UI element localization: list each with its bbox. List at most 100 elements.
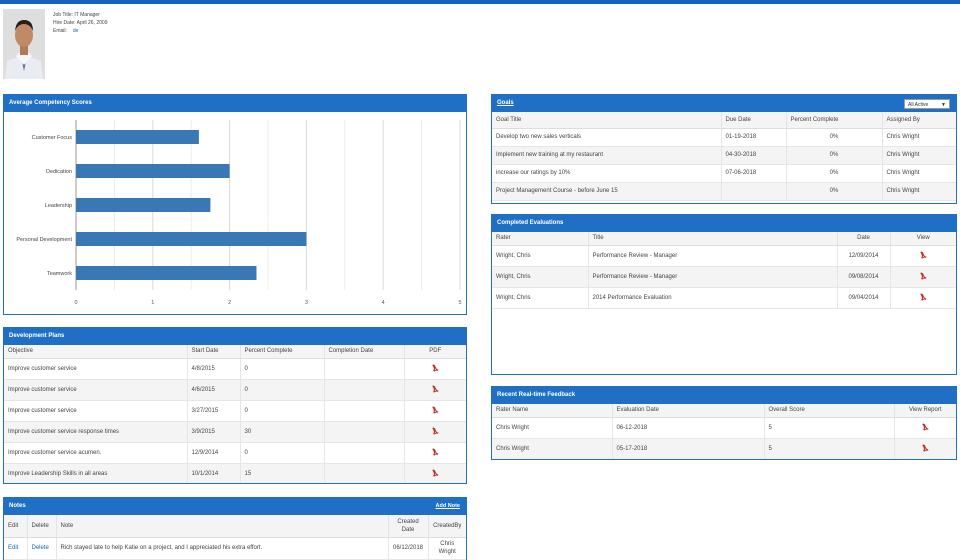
col-percent-complete: Percent Complete [240,345,325,359]
table-row: Develop two new sales verticals 01-19-201… [492,128,956,147]
col-created-by: CreatedBy [428,515,466,538]
table-header-row: Goal Title Due Date Percent Complete Ass… [492,112,956,129]
pdf-icon[interactable] [431,385,440,393]
competency-panel: Average Competency Scores 0 1 2 3 4 5 Customer… [3,94,467,315]
dropdown-arrow-icon: ▼ [941,102,946,108]
pdf-icon[interactable] [919,272,928,280]
col-eval-date: Date [837,232,891,246]
pdf-icon[interactable] [921,423,930,431]
table-row: Improve customer service 4/8/2015 0 [4,358,466,380]
table-header-row: Edit Delete Note Created Date CreatedBy [4,515,466,538]
category-label: Personal Development [16,237,72,243]
eval-rater: Wright, Chris [492,266,589,288]
table-row: Chris Wright 05-17-2018 5 [492,438,956,459]
pdf-icon[interactable] [919,293,928,301]
percent-complete: 0 [240,358,325,380]
goals-table: Goal Title Due Date Percent Complete Ass… [492,112,956,201]
col-overall-score: Overall Score [764,404,895,418]
pdf-icon[interactable] [431,427,440,435]
note-created-by: Chris Wright [428,537,466,560]
completion-date [324,442,405,464]
dev-pdf-cell [404,442,466,464]
percent-complete: 0 [240,442,325,464]
eval-view-cell [890,266,956,288]
start-date: 3/9/2015 [187,421,241,443]
eval-date: 12/09/2014 [837,245,891,267]
eval-title: Performance Review - Manager [588,245,838,267]
col-rater: Rater [492,232,589,246]
delete-link[interactable]: Delete [27,537,57,560]
col-assigned-by: Assigned By [882,112,956,129]
edit-link[interactable]: Edit [4,537,28,560]
goal-due-date: 07-06-2018 [721,164,787,183]
dev-pdf-cell [404,463,466,483]
email-link[interactable]: de [72,28,79,34]
goals-filter-value: All Active [908,102,929,108]
x-tick-label: 5 [458,300,461,306]
table-row: Wright, Chris Performance Review - Manage… [492,266,956,288]
note-text: Rich stayed late to help Katie on a proj… [56,537,389,560]
table-row: Improve customer service 4/6/2015 0 [4,379,466,401]
objective: Improve customer service [4,379,188,401]
completion-date [324,358,405,380]
goals-filter-select[interactable]: All Active ▼ [904,99,950,109]
eval-title: 2014 Performance Evaluation [588,287,838,309]
pdf-icon[interactable] [431,364,440,372]
category-label: Leadership [45,203,72,209]
x-tick-label: 0 [74,300,77,306]
goal-title: Develop two new sales verticals [492,128,722,147]
col-start-date: Start Date [187,345,241,359]
objective: Improve Leadership Skills in all areas [4,463,188,483]
completion-date [324,463,405,483]
col-completion-date: Completion Date [324,345,405,359]
goal-percent: 0% [786,182,883,201]
goal-due-date: 04-30-2018 [721,146,787,165]
table-header-row: Objective Start Date Percent Complete Co… [4,345,466,359]
x-tick-label: 4 [382,300,385,306]
feedback-view-cell [894,417,956,439]
completed-evaluations-panel: Completed Evaluations Rater Title Date V… [491,214,957,375]
completion-date [324,400,405,422]
col-view-report: View Report [894,404,956,418]
notes-title: Notes [9,503,26,509]
col-pdf: PDF [404,345,466,359]
feedback-rater: Chris Wright [492,417,613,439]
col-due-date: Due Date [721,112,787,129]
objective: Improve customer service response times [4,421,188,443]
feedback-score: 5 [764,417,895,439]
pdf-icon[interactable] [431,469,440,477]
feedback-date: 06-12-2018 [612,417,765,439]
goal-title: increase our ratings by 10% [492,164,722,183]
pdf-icon[interactable] [431,448,440,456]
profile-details: Job Title: IT Manager Hire Date: April 2… [53,11,253,35]
objective: Improve customer service [4,358,188,380]
table-row: Wright, Chris 2014 Performance Evaluation… [492,287,956,309]
col-view: View [890,232,956,246]
table-row: increase our ratings by 10% 07-06-2018 0% C… [492,164,956,183]
table-header-row: Rater Name Evaluation Date Overall Score… [492,404,956,418]
note-created-date: 06/12/2018 [388,537,429,560]
table-row: Improve Leadership Skills in all areas 10… [4,463,466,483]
col-goal-title: Goal Title [492,112,722,129]
add-note-link[interactable]: Add Note [435,503,460,509]
feedback-title: Recent Real-time Feedback [492,387,956,404]
table-row: Project Management Course - before June … [492,182,956,201]
pdf-icon[interactable] [921,444,930,452]
table-row: Implement new training at my restaurant 0… [492,146,956,165]
table-row: Edit Delete Rich stayed late to help Kat… [4,537,466,560]
table-row: Improve customer service response times 3… [4,421,466,443]
eval-view-cell [890,245,956,267]
goals-title-link[interactable]: Goals [497,100,514,106]
percent-complete: 0 [240,400,325,422]
eval-title: Performance Review - Manager [588,266,838,288]
completion-date [324,379,405,401]
top-accent-bar [0,0,960,4]
goals-title-bar: Goals All Active ▼ [492,95,956,112]
pdf-icon[interactable] [431,406,440,414]
pdf-icon[interactable] [919,251,928,259]
notes-title-bar: Notes Add Note [4,498,466,515]
goal-percent: 0% [786,128,883,147]
objective: Improve customer service [4,400,188,422]
goal-due-date: 01-19-2018 [721,128,787,147]
dev-pdf-cell [404,358,466,380]
